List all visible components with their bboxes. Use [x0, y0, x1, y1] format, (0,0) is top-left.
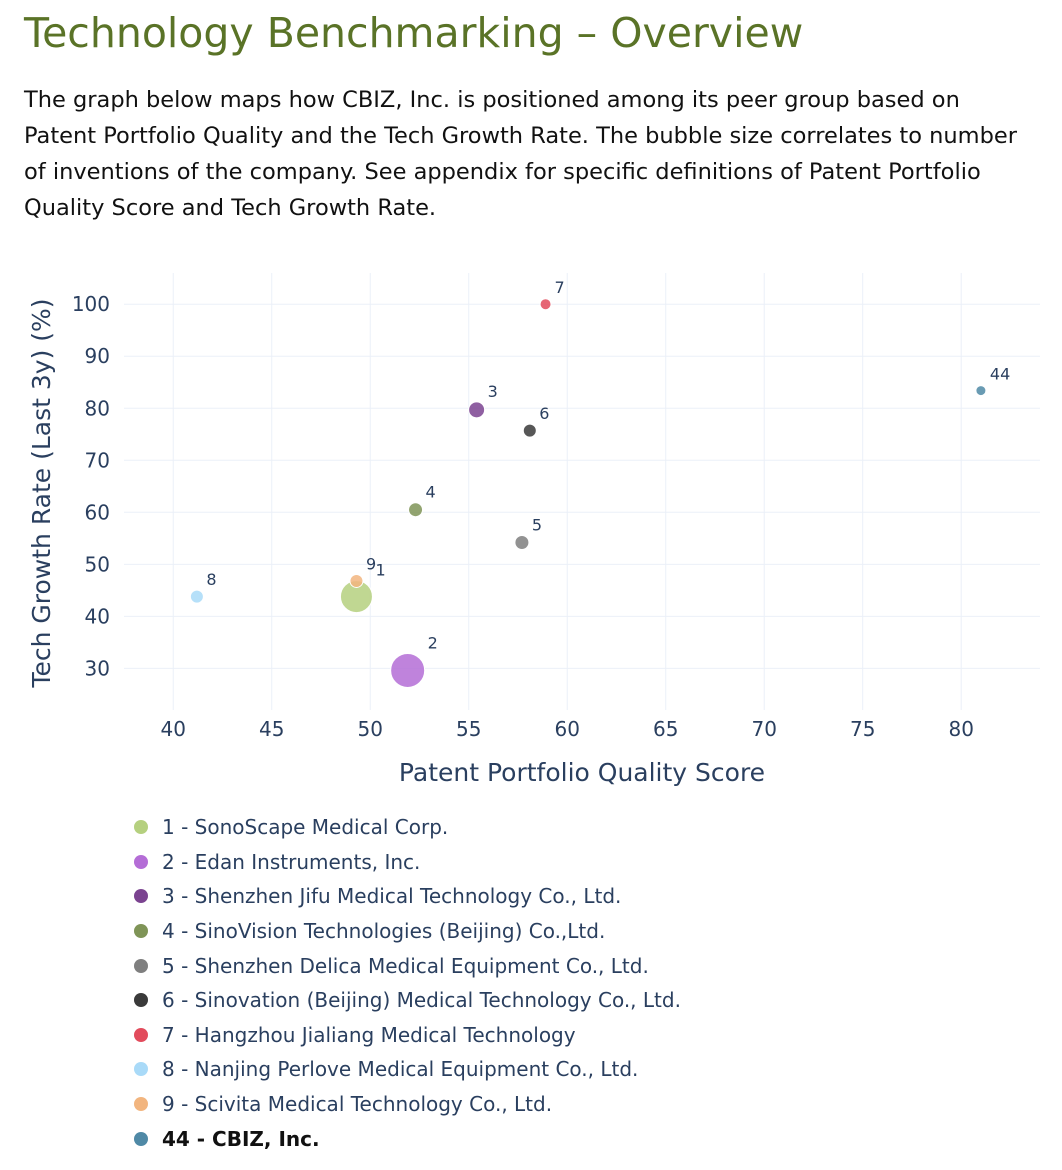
legend-label: 5 - Shenzhen Delica Medical Equipment Co…	[162, 953, 649, 978]
legend-label: 7 - Hangzhou Jialiang Medical Technology	[162, 1022, 576, 1047]
data-label: 44	[990, 365, 1010, 384]
data-label: 1	[375, 561, 385, 580]
intro-text: The graph below maps how CBIZ, Inc. is p…	[24, 87, 1017, 221]
legend-item[interactable]: 44 - CBIZ, Inc.	[130, 1121, 681, 1156]
chart-legend: 1 - SonoScape Medical Corp. 2 - Edan Inst…	[130, 810, 681, 1156]
legend-label: 6 - Sinovation (Beijing) Medical Technol…	[162, 988, 681, 1013]
legend-item[interactable]: 4 - SinoVision Technologies (Beijing) Co…	[130, 914, 681, 949]
data-point	[514, 534, 530, 550]
x-tick-label: 60	[554, 717, 579, 741]
legend-label: 3 - Shenzhen Jifu Medical Technology Co.…	[162, 884, 622, 909]
data-label: 5	[532, 515, 542, 534]
legend-item[interactable]: 9 - Scivita Medical Technology Co., Ltd.	[130, 1087, 681, 1122]
y-tick-label: 70	[85, 448, 110, 472]
data-label: 4	[426, 483, 436, 502]
x-tick-label: 80	[948, 717, 973, 741]
y-tick-label: 50	[85, 552, 110, 576]
data-point	[468, 401, 486, 419]
y-axis-title: Tech Growth Rate (Last 3y) (%)	[27, 298, 56, 688]
legend-marker-icon	[134, 958, 148, 973]
y-tick-label: 60	[85, 500, 110, 524]
data-label: 3	[488, 382, 498, 401]
legend-item[interactable]: 5 - Shenzhen Delica Medical Equipment Co…	[130, 948, 681, 983]
legend-marker-icon	[134, 1027, 148, 1042]
data-point	[522, 423, 537, 438]
x-tick-label: 45	[259, 717, 284, 741]
data-point	[390, 652, 426, 688]
x-tick-label: 75	[850, 717, 875, 741]
legend-marker-icon	[134, 993, 148, 1008]
y-tick-label: 40	[85, 604, 110, 628]
legend-item[interactable]: 8 - Nanjing Perlove Medical Equipment Co…	[130, 1052, 681, 1087]
legend-label: 1 - SonoScape Medical Corp.	[162, 815, 449, 840]
legend-marker-icon	[134, 889, 148, 904]
y-tick-label: 100	[72, 292, 110, 316]
data-label: 8	[206, 570, 216, 589]
legend-marker-icon	[134, 1062, 148, 1077]
x-tick-label: 50	[358, 717, 383, 741]
data-point	[189, 589, 204, 604]
page-title: Technology Benchmarking – Overview	[24, 9, 804, 57]
legend-label: 9 - Scivita Medical Technology Co., Ltd.	[162, 1092, 553, 1117]
legend-marker-icon	[134, 924, 148, 939]
legend-marker-icon	[134, 820, 148, 835]
data-points: 1 2 3 4 5 6 7 8 9 44	[189, 278, 1010, 688]
grid	[124, 273, 1040, 710]
x-tick-label: 55	[456, 717, 481, 741]
legend-marker-icon	[134, 854, 148, 869]
legend-item[interactable]: 1 - SonoScape Medical Corp.	[130, 810, 681, 845]
legend-item[interactable]: 2 - Edan Instruments, Inc.	[130, 845, 681, 880]
data-point	[975, 385, 987, 397]
data-label: 2	[428, 633, 438, 652]
x-tick-label: 70	[751, 717, 776, 741]
y-tick-label: 90	[85, 344, 110, 368]
legend-label: 2 - Edan Instruments, Inc.	[162, 849, 421, 874]
data-label: 9	[366, 554, 376, 573]
data-point	[408, 502, 424, 518]
data-label: 7	[555, 278, 565, 297]
legend-item[interactable]: 7 - Hangzhou Jialiang Medical Technology	[130, 1018, 681, 1053]
data-label: 6	[539, 404, 549, 423]
legend-label: 4 - SinoVision Technologies (Beijing) Co…	[162, 919, 606, 944]
y-tick-label: 30	[85, 656, 110, 680]
legend-item[interactable]: 6 - Sinovation (Beijing) Medical Technol…	[130, 983, 681, 1018]
x-axis-title: Patent Portfolio Quality Score	[399, 758, 765, 787]
legend-label: 8 - Nanjing Perlove Medical Equipment Co…	[162, 1057, 639, 1082]
legend-item[interactable]: 3 - Shenzhen Jifu Medical Technology Co.…	[130, 879, 681, 914]
data-point	[349, 573, 364, 588]
legend-marker-icon	[134, 1131, 148, 1146]
data-point	[539, 298, 552, 311]
x-tick-label: 40	[161, 717, 186, 741]
legend-label: 44 - CBIZ, Inc.	[162, 1126, 320, 1151]
legend-marker-icon	[134, 1097, 148, 1112]
x-tick-label: 65	[653, 717, 678, 741]
y-tick-label: 80	[85, 396, 110, 420]
